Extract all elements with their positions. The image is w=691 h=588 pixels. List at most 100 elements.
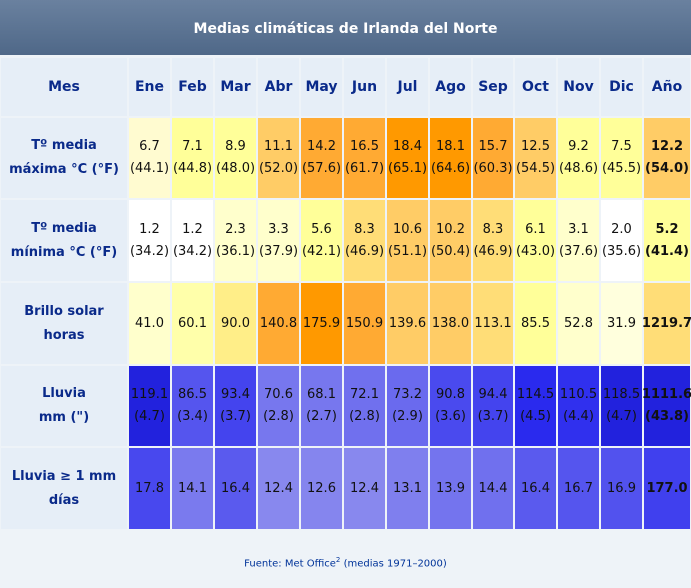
- data-cell: 7.5 (45.5): [601, 118, 642, 198]
- cell-text: (2.9): [392, 409, 423, 424]
- data-cell: 15.7 (60.3): [473, 118, 513, 198]
- cell-text: 7.5: [611, 139, 632, 154]
- header-text: Abr: [264, 79, 293, 95]
- data-cell: 12.2 (54.0): [644, 118, 690, 198]
- header-text: Mes: [48, 79, 80, 95]
- row-label-text: Tº media: [31, 138, 97, 153]
- cell-text: (42.1): [301, 243, 342, 259]
- footer: Fuente: Met Office2 (medias 1971–2000): [0, 556, 691, 569]
- cell-text: 8.3: [482, 221, 504, 237]
- title: Medias climáticas de Irlanda del Norte: [0, 0, 691, 55]
- cell-text: (4.4): [563, 409, 594, 424]
- cell-text: 139.6: [388, 315, 427, 331]
- data-cell: 13.1: [387, 448, 428, 529]
- header-text: Año: [651, 79, 683, 95]
- data-cell: 2.3 (36.1): [215, 200, 256, 281]
- header-text: Jul: [397, 79, 418, 95]
- data-cell: 14.4: [473, 448, 513, 529]
- cell-text: (3.7): [477, 409, 509, 424]
- data-cell: 113.1: [473, 283, 513, 364]
- row-label-text: horas: [43, 327, 85, 343]
- cell-text: (50.4): [430, 243, 471, 259]
- data-cell: 1219.7: [641, 283, 691, 364]
- cell-text: 7.1: [182, 139, 203, 154]
- data-cell: 118.5 (4.7): [601, 366, 642, 446]
- data-cell: 6.1 (43.0): [515, 200, 556, 281]
- cell-text: (51.1): [387, 243, 428, 259]
- cell-text: 86.5: [178, 387, 207, 402]
- row-label-text: mínima °C (°F): [10, 244, 118, 260]
- data-cell: 8.3 (46.9): [473, 200, 513, 281]
- header-cell: Jun: [344, 58, 385, 116]
- cell-text: 16.5: [350, 139, 379, 154]
- data-cell: 7.1 (44.8): [172, 118, 213, 198]
- cell-text: (3.6): [435, 409, 466, 424]
- cell-text: 113.1: [474, 315, 512, 331]
- cell-text: 13.9: [436, 480, 465, 496]
- data-cell: 85.5: [515, 283, 556, 364]
- cell-text: 16.4: [521, 480, 550, 496]
- cell-text: (45.5): [601, 161, 642, 176]
- data-cell: 68.1 (2.7): [301, 366, 342, 446]
- data-cell: 16.4: [215, 448, 256, 529]
- cell-text: 1111.6: [641, 387, 691, 402]
- cell-text: 72.1: [350, 387, 379, 402]
- data-cell: 5.6 (42.1): [301, 200, 342, 281]
- cell-text: 16.4: [221, 480, 250, 496]
- row-label: Tº media máxima °C (°F): [1, 118, 127, 198]
- cell-text: 70.6: [264, 387, 293, 402]
- cell-text: 93.4: [221, 387, 250, 402]
- data-cell: 12.4: [344, 448, 385, 529]
- cell-text: 10.6: [393, 221, 422, 237]
- data-cell: 110.5 (4.4): [558, 366, 599, 446]
- data-cell: 70.6 (2.8): [258, 366, 299, 446]
- header-text: Mar: [220, 79, 251, 95]
- header-cell: Oct: [515, 58, 556, 116]
- cell-text: 10.2: [436, 221, 465, 237]
- cell-text: (3.7): [220, 409, 251, 424]
- cell-text: 12.6: [307, 480, 336, 496]
- cell-text: 60.1: [178, 315, 207, 331]
- row-label-text: Lluvia ≥ 1 mm: [11, 468, 117, 484]
- cell-text: 17.8: [135, 480, 164, 496]
- cell-text: (52.0): [258, 161, 299, 176]
- cell-text: (34.2): [129, 243, 170, 259]
- cell-text: (43.8): [645, 409, 689, 424]
- cell-text: 15.7: [478, 139, 508, 154]
- cell-text: 2.0: [611, 221, 632, 237]
- cell-text: 11.1: [264, 139, 293, 154]
- data-cell: 3.3 (37.9): [258, 200, 299, 281]
- cell-text: (34.2): [172, 243, 213, 259]
- data-cell: 13.9: [430, 448, 471, 529]
- data-cell: 12.6: [301, 448, 342, 529]
- row-label: Lluvia ≥ 1 mm días: [1, 448, 127, 529]
- cell-text: 1219.7: [641, 315, 691, 331]
- data-cell: 90.0: [215, 283, 256, 364]
- header-cell: Mes: [1, 58, 127, 116]
- cell-text: 14.2: [307, 139, 336, 154]
- cell-text: 68.1: [307, 387, 336, 402]
- row-label-text: mm ("): [38, 410, 90, 425]
- header-cell: May: [301, 58, 342, 116]
- cell-text: (4.5): [520, 409, 551, 424]
- cell-text: 177.0: [646, 480, 688, 496]
- data-cell: 150.9: [344, 283, 385, 364]
- cell-text: 52.8: [564, 315, 593, 331]
- data-cell: 9.2 (48.6): [558, 118, 599, 198]
- data-cell: 119.1 (4.7): [129, 366, 170, 446]
- row-label-text: Tº media: [31, 220, 97, 236]
- cell-text: 18.4: [393, 139, 422, 154]
- cell-text: 31.9: [607, 315, 636, 331]
- data-cell: 10.2 (50.4): [430, 200, 471, 281]
- cell-text: 110.5: [559, 387, 598, 402]
- row-label: Lluvia mm ("): [1, 366, 127, 446]
- data-cell: 1.2 (34.2): [172, 200, 213, 281]
- cell-text: 85.5: [521, 315, 550, 331]
- data-cell: 140.8: [258, 283, 299, 364]
- cell-text: (64.6): [430, 161, 471, 176]
- cell-text: (41.4): [645, 243, 689, 259]
- cell-text: (54.0): [645, 161, 689, 176]
- cell-text: (48.6): [558, 161, 599, 176]
- cell-text: (2.8): [263, 409, 294, 424]
- cell-text: 9.2: [568, 139, 589, 154]
